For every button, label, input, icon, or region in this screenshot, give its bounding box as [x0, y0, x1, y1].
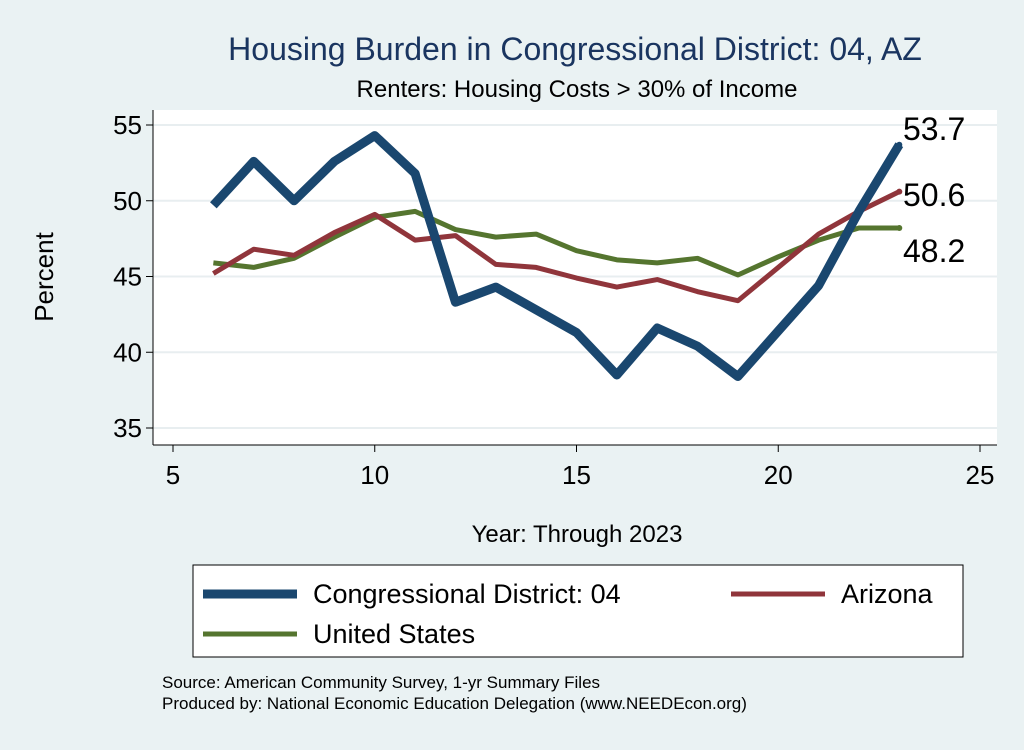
legend-box — [192, 564, 964, 658]
source-note: Source: American Community Survey, 1-yr … — [162, 673, 600, 692]
y-tick-label: 45 — [113, 262, 142, 292]
end-label-2: 48.2 — [903, 233, 965, 269]
series-line-0 — [210, 131, 904, 381]
series-end-point-0 — [896, 141, 903, 148]
x-axis-ticks: 5 10 15 20 25 — [166, 445, 995, 490]
x-tick-label: 25 — [966, 460, 995, 490]
x-tick-label: 15 — [562, 460, 591, 490]
x-tick-label: 20 — [764, 460, 793, 490]
legend-label-2: United States — [313, 619, 475, 649]
y-axis-ticks: 35 40 45 50 55 — [113, 110, 153, 443]
end-label-0: 53.7 — [903, 111, 965, 147]
end-label-1: 50.6 — [903, 177, 965, 213]
chart-title: Housing Burden in Congressional District… — [228, 31, 922, 67]
x-tick-label: 10 — [360, 460, 389, 490]
x-axis-label: Year: Through 2023 — [472, 521, 683, 548]
legend-label-1: Arizona — [841, 579, 934, 609]
end-labels: 53.7 50.6 48.2 — [903, 111, 965, 269]
series-end-point-2 — [896, 225, 903, 232]
y-axis-label: Percent — [29, 231, 59, 321]
series-group — [210, 131, 904, 381]
series-end-point-1 — [896, 188, 903, 195]
legend: Congressional District: 04 Arizona United … — [203, 579, 934, 649]
y-tick-label: 35 — [113, 413, 142, 443]
x-tick-label: 5 — [166, 460, 180, 490]
y-tick-label: 55 — [113, 110, 142, 140]
y-tick-label: 50 — [113, 186, 142, 216]
legend-label-0: Congressional District: 04 — [313, 579, 621, 609]
series-line-2 — [213, 208, 900, 278]
producer-note: Produced by: National Economic Education… — [162, 694, 747, 713]
chart-subtitle: Renters: Housing Costs > 30% of Income — [357, 76, 798, 103]
series-line-1 — [212, 189, 901, 304]
y-tick-label: 40 — [113, 337, 142, 367]
